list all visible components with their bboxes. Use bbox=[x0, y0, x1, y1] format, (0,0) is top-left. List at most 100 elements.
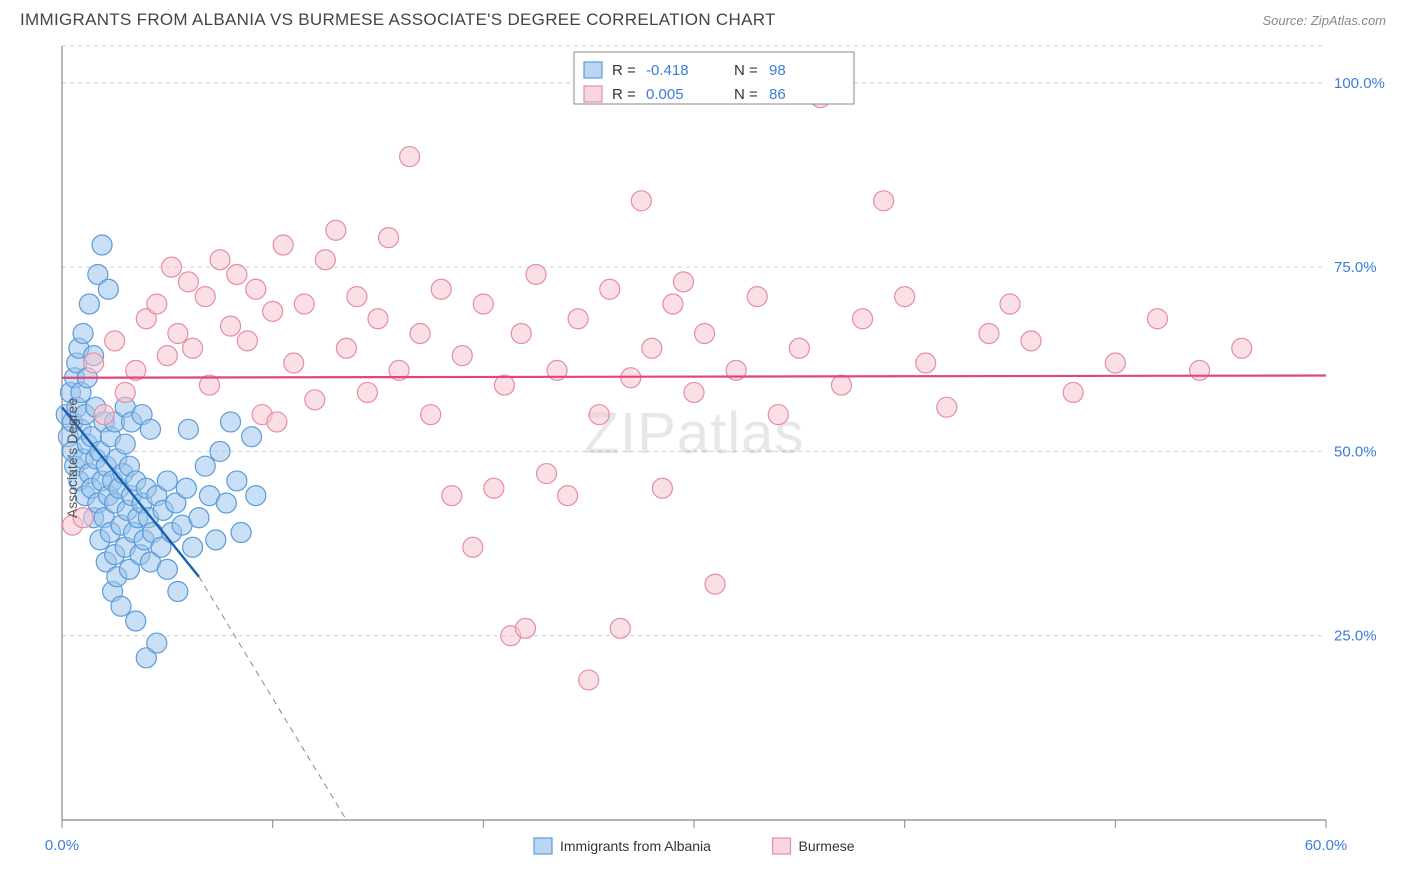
legend-swatch bbox=[534, 838, 552, 854]
data-point bbox=[463, 537, 483, 557]
data-point bbox=[267, 412, 287, 432]
data-point bbox=[347, 287, 367, 307]
data-point bbox=[421, 405, 441, 425]
data-point bbox=[231, 523, 251, 543]
data-point bbox=[747, 287, 767, 307]
data-point bbox=[246, 279, 266, 299]
data-point bbox=[1147, 309, 1167, 329]
chart-container: Associate's Degree 0.0%60.0%25.0%50.0%75… bbox=[20, 38, 1386, 878]
data-point bbox=[183, 537, 203, 557]
data-point bbox=[147, 294, 167, 314]
data-point bbox=[895, 287, 915, 307]
chart-title: IMMIGRANTS FROM ALBANIA VS BURMESE ASSOC… bbox=[20, 10, 776, 30]
data-point bbox=[242, 427, 262, 447]
data-point bbox=[537, 464, 557, 484]
y-tick-label: 50.0% bbox=[1334, 443, 1377, 460]
legend-n-label: N = bbox=[734, 62, 758, 79]
data-point bbox=[652, 478, 672, 498]
legend-swatch bbox=[584, 86, 602, 102]
data-point bbox=[789, 338, 809, 358]
data-point bbox=[473, 294, 493, 314]
data-point bbox=[515, 618, 535, 638]
data-point bbox=[484, 478, 504, 498]
data-point bbox=[115, 434, 135, 454]
data-point bbox=[73, 323, 93, 343]
data-point bbox=[642, 338, 662, 358]
data-point bbox=[92, 235, 112, 255]
data-point bbox=[610, 618, 630, 638]
data-point bbox=[673, 272, 693, 292]
data-point bbox=[336, 338, 356, 358]
data-point bbox=[452, 346, 472, 366]
legend-swatch bbox=[584, 62, 602, 78]
data-point bbox=[246, 486, 266, 506]
data-point bbox=[178, 272, 198, 292]
trend-line bbox=[62, 376, 1326, 378]
chart-header: IMMIGRANTS FROM ALBANIA VS BURMESE ASSOC… bbox=[0, 0, 1406, 38]
data-point bbox=[115, 382, 135, 402]
data-point bbox=[853, 309, 873, 329]
data-point bbox=[663, 294, 683, 314]
legend-n-label: N = bbox=[734, 86, 758, 103]
legend-r-value: -0.418 bbox=[646, 62, 689, 79]
legend-swatch bbox=[773, 838, 791, 854]
data-point bbox=[684, 382, 704, 402]
data-point bbox=[105, 331, 125, 351]
data-point bbox=[400, 147, 420, 167]
trend-extension bbox=[199, 577, 346, 820]
data-point bbox=[284, 353, 304, 373]
data-point bbox=[631, 191, 651, 211]
data-point bbox=[206, 530, 226, 550]
data-point bbox=[874, 191, 894, 211]
data-point bbox=[79, 294, 99, 314]
data-point bbox=[189, 508, 209, 528]
data-point bbox=[263, 301, 283, 321]
data-point bbox=[227, 471, 247, 491]
data-point bbox=[168, 581, 188, 601]
data-point bbox=[410, 323, 430, 343]
data-point bbox=[195, 456, 215, 476]
data-point bbox=[221, 412, 241, 432]
data-point bbox=[237, 331, 257, 351]
data-point bbox=[315, 250, 335, 270]
data-point bbox=[431, 279, 451, 299]
data-point bbox=[210, 441, 230, 461]
data-point bbox=[326, 220, 346, 240]
data-point bbox=[94, 405, 114, 425]
data-point bbox=[368, 309, 388, 329]
legend-r-value: 0.005 bbox=[646, 86, 684, 103]
data-point bbox=[1063, 382, 1083, 402]
data-point bbox=[294, 294, 314, 314]
y-tick-label: 75.0% bbox=[1334, 259, 1377, 276]
data-point bbox=[157, 346, 177, 366]
x-tick-label: 60.0% bbox=[1305, 837, 1348, 854]
data-point bbox=[1105, 353, 1125, 373]
data-point bbox=[600, 279, 620, 299]
legend-r-label: R = bbox=[612, 62, 636, 79]
data-point bbox=[178, 419, 198, 439]
data-point bbox=[147, 633, 167, 653]
data-point bbox=[979, 323, 999, 343]
data-point bbox=[98, 279, 118, 299]
legend-n-value: 98 bbox=[769, 62, 786, 79]
data-point bbox=[216, 493, 236, 513]
data-point bbox=[195, 287, 215, 307]
data-point bbox=[221, 316, 241, 336]
data-point bbox=[589, 405, 609, 425]
data-point bbox=[126, 611, 146, 631]
data-point bbox=[511, 323, 531, 343]
data-point bbox=[379, 228, 399, 248]
y-tick-label: 25.0% bbox=[1334, 628, 1377, 645]
x-tick-label: 0.0% bbox=[45, 837, 79, 854]
data-point bbox=[183, 338, 203, 358]
data-point bbox=[357, 382, 377, 402]
data-point bbox=[227, 265, 247, 285]
data-point bbox=[111, 596, 131, 616]
data-point bbox=[210, 250, 230, 270]
data-point bbox=[305, 390, 325, 410]
legend-series-label: Immigrants from Albania bbox=[560, 838, 711, 854]
legend-series-label: Burmese bbox=[799, 838, 855, 854]
data-point bbox=[526, 265, 546, 285]
data-point bbox=[579, 670, 599, 690]
source-attribution: Source: ZipAtlas.com bbox=[1262, 13, 1386, 28]
